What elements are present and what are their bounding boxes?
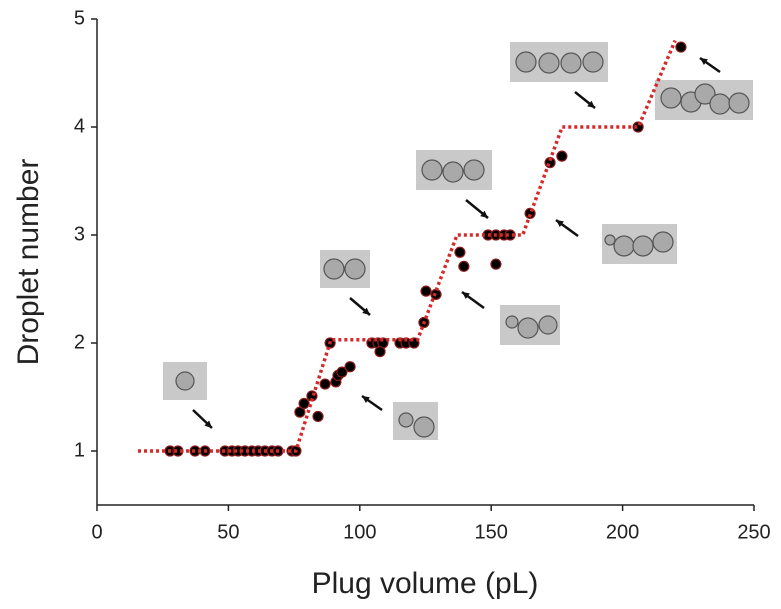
droplet-icon	[694, 83, 716, 105]
insets	[163, 42, 753, 440]
arrow-head	[362, 396, 370, 403]
y-tick-label: 2	[74, 331, 85, 353]
droplet-icon	[413, 416, 435, 438]
data-point	[336, 366, 348, 378]
droplet-icon	[538, 52, 560, 74]
droplet-icon	[538, 315, 558, 335]
arrow-head	[362, 307, 370, 315]
x-tick-label: 50	[217, 521, 239, 543]
droplet-icon	[442, 161, 464, 183]
droplet-icon	[515, 51, 537, 73]
droplet-icon	[344, 258, 366, 280]
droplet-icon	[582, 51, 604, 73]
data-point	[490, 258, 502, 270]
x-axis-label: Plug volume (pL)	[312, 567, 539, 600]
droplet-icon	[421, 159, 443, 181]
arrow-head	[462, 292, 470, 300]
data-point	[458, 260, 470, 272]
droplet-icon	[323, 258, 345, 280]
droplet-icon	[398, 412, 414, 428]
y-tick-label: 5	[74, 7, 85, 29]
data-point	[319, 378, 331, 390]
x-tick-label: 0	[91, 521, 102, 543]
droplet-icon	[652, 231, 674, 253]
data-point	[374, 346, 386, 358]
droplet-icon	[175, 371, 195, 391]
droplet-icon	[463, 159, 485, 181]
droplet-icon	[728, 92, 750, 114]
data-point	[298, 397, 310, 410]
data-point	[454, 246, 466, 258]
x-tick-label: 200	[606, 521, 639, 543]
y-tick-label: 1	[74, 439, 85, 461]
data-point	[556, 150, 568, 162]
data-point	[344, 361, 356, 373]
droplet-icon	[632, 235, 654, 257]
arrow-head	[480, 210, 488, 218]
arrow-head	[556, 220, 564, 228]
x-tick-label: 150	[475, 521, 508, 543]
y-axis-label: Droplet number	[12, 159, 45, 366]
droplet-icon	[709, 93, 731, 115]
data-point	[420, 285, 432, 297]
data-point	[504, 229, 516, 241]
droplet-icon	[517, 317, 539, 339]
data-point	[675, 41, 687, 53]
step-line	[137, 39, 677, 453]
droplet-icon	[560, 52, 582, 74]
droplet-icon	[660, 87, 682, 109]
arrow-head	[587, 100, 595, 108]
droplet-icon	[505, 315, 519, 329]
y-tick-label: 3	[74, 223, 85, 245]
arrow-head	[204, 420, 212, 428]
droplet-icon	[604, 234, 616, 246]
arrow-head	[700, 58, 708, 65]
y-tick-label: 4	[74, 115, 85, 137]
plot: 0 50 100 150 200 250 1 2 3 4 5	[74, 7, 771, 543]
data-point	[312, 410, 324, 423]
x-tick-label: 250	[737, 521, 770, 543]
x-tick-label: 100	[343, 521, 376, 543]
droplet-icon	[613, 235, 635, 257]
